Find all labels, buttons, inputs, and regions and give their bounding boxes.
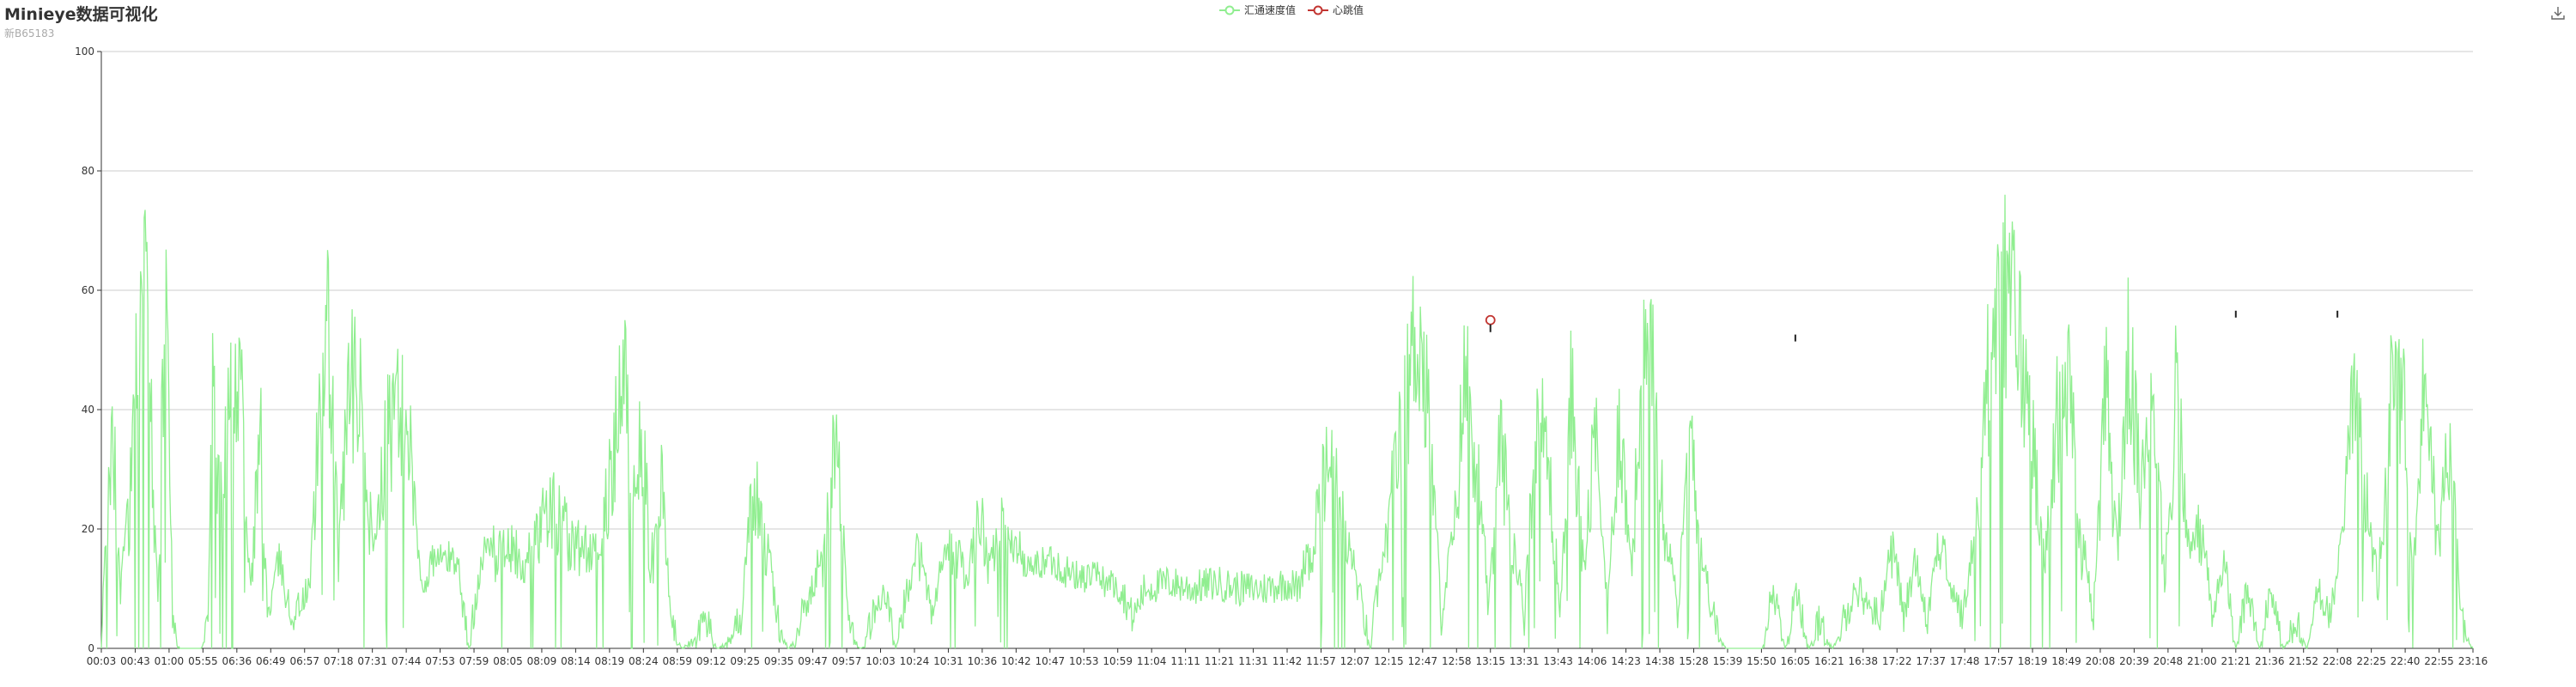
x-tick-label: 09:47: [798, 655, 828, 667]
x-tick-label: 22:40: [2391, 655, 2421, 667]
x-tick-label: 16:38: [1848, 655, 1878, 667]
x-tick-label: 08:24: [629, 655, 659, 667]
x-tick-label: 10:59: [1103, 655, 1133, 667]
x-tick-label: 16:05: [1781, 655, 1811, 667]
legend-speed-label: 汇通速度值: [1244, 4, 1297, 16]
x-tick-label: 09:57: [832, 655, 862, 667]
x-tick-label: 20:08: [2086, 655, 2116, 667]
x-tick-label: 15:39: [1713, 655, 1743, 667]
x-tick-label: 16:21: [1814, 655, 1844, 667]
x-tick-label: 14:23: [1611, 655, 1641, 667]
x-tick-label: 15:28: [1679, 655, 1709, 667]
chart-subtitle: 新B65183: [4, 27, 55, 40]
heartbeat-point[interactable]: [1485, 314, 1496, 325]
x-tick-label: 10:47: [1036, 655, 1066, 667]
download-icon[interactable]: [2550, 5, 2566, 21]
x-tick-label: 08:19: [595, 655, 625, 667]
x-tick-label: 15:50: [1747, 655, 1777, 667]
x-tick-label: 21:00: [2187, 655, 2217, 667]
x-tick-label: 08:14: [561, 655, 591, 667]
x-tick-label: 21:52: [2288, 655, 2318, 667]
legend-item-speed[interactable]: 汇通速度值: [1219, 3, 1296, 17]
x-tick-label: 13:15: [1475, 655, 1505, 667]
x-tick-label: 17:37: [1916, 655, 1946, 667]
x-tick-label: 11:04: [1137, 655, 1167, 667]
x-tick-label: 18:49: [2051, 655, 2081, 667]
x-tick-label: 13:43: [1543, 655, 1573, 667]
legend-item-heartbeat[interactable]: 心跳值: [1308, 3, 1364, 17]
y-tick-label: 0: [88, 642, 94, 654]
y-tick-label: 40: [82, 404, 94, 416]
x-tick-label: 17:57: [1984, 655, 2014, 667]
legend: 汇通速度值 心跳值: [1219, 3, 1364, 17]
x-tick-label: 05:55: [188, 655, 218, 667]
x-tick-label: 01:00: [155, 655, 185, 667]
x-tick-label: 12:15: [1374, 655, 1404, 667]
x-tick-label: 09:12: [696, 655, 726, 667]
x-tick-label: 11:11: [1170, 655, 1200, 667]
legend-heartbeat-icon: [1308, 5, 1329, 15]
x-tick-label: 11:21: [1205, 655, 1235, 667]
x-tick-label: 07:31: [357, 655, 387, 667]
x-tick-label: 06:57: [289, 655, 319, 667]
x-tick-label: 10:31: [933, 655, 963, 667]
x-tick-label: 06:49: [256, 655, 286, 667]
legend-heartbeat-label: 心跳值: [1333, 4, 1364, 16]
x-tick-label: 10:03: [866, 655, 896, 667]
x-tick-label: 20:48: [2154, 655, 2184, 667]
y-tick-label: 100: [75, 46, 94, 58]
x-tick-label: 14:38: [1645, 655, 1675, 667]
x-tick-label: 07:18: [324, 655, 354, 667]
x-tick-label: 10:36: [968, 655, 998, 667]
x-tick-label: 22:25: [2356, 655, 2386, 667]
x-tick-label: 10:24: [900, 655, 930, 667]
chart-title: Minieye数据可视化: [4, 5, 158, 24]
x-tick-label: 07:53: [425, 655, 455, 667]
y-tick-label: 80: [82, 165, 94, 177]
x-tick-label: 11:57: [1306, 655, 1336, 667]
x-tick-label: 12:58: [1442, 655, 1472, 667]
x-tick-label: 18:19: [2018, 655, 2048, 667]
x-tick-label: 21:21: [2221, 655, 2251, 667]
x-tick-label: 20:39: [2119, 655, 2149, 667]
x-tick-label: 22:08: [2323, 655, 2353, 667]
x-tick-label: 11:31: [1238, 655, 1268, 667]
x-tick-label: 10:42: [1001, 655, 1031, 667]
x-tick-label: 11:42: [1273, 655, 1303, 667]
x-tick-label: 10:53: [1069, 655, 1099, 667]
series-line-speed: [100, 194, 2474, 651]
x-tick-label: 12:47: [1408, 655, 1438, 667]
x-tick-label: 06:36: [222, 655, 252, 667]
x-tick-label: 17:48: [1950, 655, 1980, 667]
y-tick-label: 20: [82, 523, 94, 535]
y-tick-label: 60: [82, 284, 94, 296]
legend-speed-icon: [1219, 5, 1240, 15]
x-tick-label: 07:59: [459, 655, 489, 667]
x-tick-label: 21:36: [2255, 655, 2285, 667]
x-tick-label: 00:03: [87, 655, 117, 667]
x-tick-label: 00:43: [120, 655, 150, 667]
x-tick-label: 14:06: [1577, 655, 1607, 667]
x-tick-label: 07:44: [392, 655, 422, 667]
x-tick-label: 09:35: [764, 655, 794, 667]
x-tick-label: 23:16: [2458, 655, 2488, 667]
x-tick-label: 22:55: [2424, 655, 2454, 667]
x-tick-label: 08:09: [527, 655, 557, 667]
x-tick-label: 17:22: [1882, 655, 1912, 667]
x-tick-label: 08:59: [662, 655, 692, 667]
x-tick-label: 08:05: [493, 655, 523, 667]
x-tick-label: 12:07: [1340, 655, 1370, 667]
x-tick-label: 13:31: [1510, 655, 1540, 667]
x-tick-label: 09:25: [730, 655, 760, 667]
